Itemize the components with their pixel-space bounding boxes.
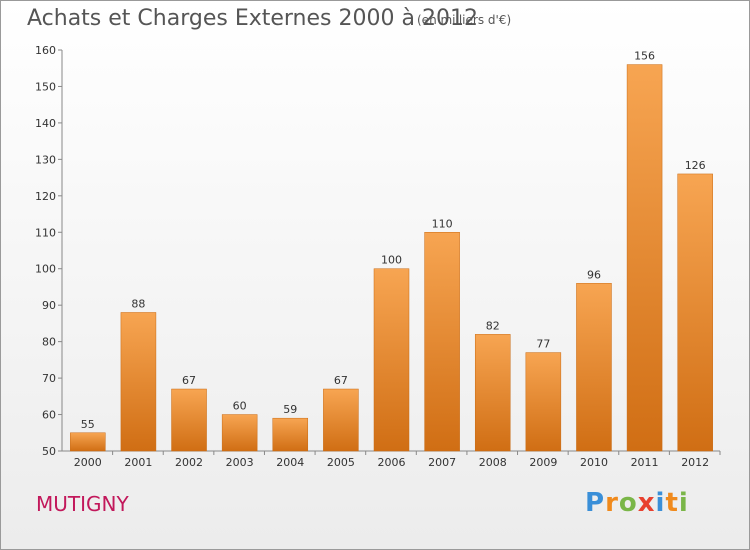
logo-letter: P bbox=[585, 488, 606, 518]
logo-letter: x bbox=[637, 488, 656, 518]
logo-letter: t bbox=[665, 488, 679, 518]
logo-letter: r bbox=[605, 488, 619, 518]
y-tick-label: 120 bbox=[35, 190, 56, 203]
logo-letter: o bbox=[618, 488, 638, 518]
bar-value-label: 59 bbox=[283, 403, 297, 416]
bar-value-label: 67 bbox=[334, 374, 348, 387]
bar bbox=[323, 388, 359, 452]
x-tick-label: 2011 bbox=[631, 456, 659, 469]
bar-value-label: 88 bbox=[131, 297, 145, 310]
y-tick-label: 90 bbox=[42, 299, 56, 312]
bar bbox=[221, 414, 258, 452]
y-tick-label: 130 bbox=[35, 153, 56, 166]
x-tick-label: 2001 bbox=[124, 456, 152, 469]
x-tick-label: 2004 bbox=[276, 456, 304, 469]
bar bbox=[373, 268, 410, 452]
logo-letter: i bbox=[678, 488, 689, 518]
bar-value-label: 77 bbox=[536, 338, 550, 351]
bar-value-label: 156 bbox=[634, 50, 655, 63]
x-tick-label: 2003 bbox=[226, 456, 254, 469]
bar-value-label: 96 bbox=[587, 268, 601, 281]
y-tick-label: 110 bbox=[35, 226, 56, 239]
y-tick-label: 80 bbox=[42, 336, 56, 349]
bars: 55 88 67 60 59 67 100 110 82 77 96 156 126 bbox=[70, 50, 713, 452]
chart-subtitle: (en milliers d'€) bbox=[417, 13, 512, 27]
y-tick-label: 140 bbox=[35, 117, 56, 130]
x-tick-label: 2010 bbox=[580, 456, 608, 469]
y-tick-label: 60 bbox=[42, 409, 56, 422]
bar bbox=[70, 432, 106, 452]
bar-value-label: 110 bbox=[432, 217, 453, 230]
x-tick-label: 2002 bbox=[175, 456, 203, 469]
bar-value-label: 82 bbox=[486, 319, 500, 332]
city-name: MUTIGNY bbox=[36, 492, 129, 516]
x-tick-label: 2008 bbox=[479, 456, 507, 469]
y-tick-label: 150 bbox=[35, 80, 56, 93]
y-tick-label: 50 bbox=[42, 445, 56, 458]
bar-value-label: 60 bbox=[233, 400, 247, 413]
x-tick-label: 2000 bbox=[74, 456, 102, 469]
bar bbox=[525, 352, 562, 452]
bar-value-label: 55 bbox=[81, 418, 95, 431]
x-tick-label: 2006 bbox=[378, 456, 406, 469]
y-tick-label: 100 bbox=[35, 263, 56, 276]
x-tick-label: 2007 bbox=[428, 456, 456, 469]
proxiti-logo: Proxiti bbox=[585, 488, 689, 518]
x-tick-label: 2005 bbox=[327, 456, 355, 469]
y-tick-label: 70 bbox=[42, 372, 56, 385]
chart-title: Achats et Charges Externes 2000 à 2012 bbox=[27, 6, 478, 31]
bar bbox=[120, 312, 157, 452]
bar bbox=[171, 388, 207, 452]
x-tick-label: 2012 bbox=[681, 456, 709, 469]
bar bbox=[424, 232, 460, 452]
bar bbox=[474, 334, 511, 452]
bar-value-label: 126 bbox=[685, 159, 706, 172]
bar bbox=[272, 417, 309, 452]
x-tick-label: 2009 bbox=[529, 456, 557, 469]
y-tick-label: 160 bbox=[35, 44, 56, 57]
bar-value-label: 100 bbox=[381, 254, 402, 267]
logo-letter: i bbox=[655, 488, 666, 518]
bar bbox=[626, 64, 663, 452]
bar-value-label: 67 bbox=[182, 374, 196, 387]
bar bbox=[576, 283, 612, 452]
bar bbox=[677, 173, 713, 452]
